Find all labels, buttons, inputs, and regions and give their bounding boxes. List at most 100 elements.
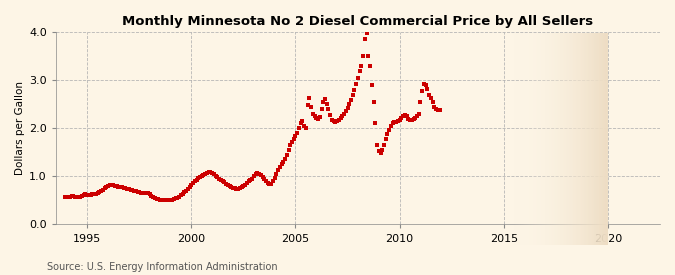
- Point: [377, 148, 387, 152]
- Point: [300, 126, 311, 130]
- Point: [109, 184, 120, 188]
- Point: [382, 132, 393, 136]
- Point: [73, 194, 84, 199]
- Point: [358, 54, 369, 58]
- Point: [165, 198, 176, 203]
- Point: [348, 93, 358, 98]
- Point: [63, 195, 74, 199]
- Point: [408, 116, 419, 121]
- Point: [160, 198, 171, 202]
- Point: [222, 183, 233, 188]
- Point: [401, 114, 412, 118]
- Point: [129, 189, 140, 193]
- Point: [66, 193, 77, 198]
- Point: [330, 120, 341, 125]
- Point: [418, 82, 429, 86]
- Point: [318, 100, 329, 104]
- Point: [379, 143, 389, 147]
- Point: [186, 183, 196, 187]
- Point: [111, 184, 122, 189]
- Point: [167, 198, 178, 202]
- Point: [434, 108, 445, 112]
- Point: [78, 192, 89, 197]
- Point: [158, 198, 169, 202]
- Point: [161, 198, 172, 203]
- Point: [194, 175, 205, 179]
- Point: [302, 103, 313, 107]
- Point: [368, 100, 379, 104]
- Point: [191, 177, 202, 182]
- Point: [373, 149, 384, 153]
- Y-axis label: Dollars per Gallon: Dollars per Gallon: [15, 81, 25, 175]
- Point: [421, 83, 431, 87]
- Point: [82, 192, 92, 197]
- Point: [84, 192, 95, 197]
- Point: [169, 197, 180, 202]
- Point: [151, 197, 162, 201]
- Point: [198, 173, 209, 177]
- Point: [184, 185, 195, 189]
- Point: [127, 188, 138, 192]
- Point: [118, 186, 129, 190]
- Point: [61, 195, 72, 199]
- Point: [385, 123, 396, 128]
- Point: [335, 116, 346, 120]
- Point: [137, 191, 148, 195]
- Point: [331, 119, 342, 123]
- Point: [212, 175, 223, 180]
- Point: [68, 194, 79, 198]
- Point: [267, 179, 278, 183]
- Point: [406, 117, 417, 122]
- Point: [205, 170, 216, 174]
- Point: [101, 185, 111, 189]
- Point: [130, 189, 141, 193]
- Point: [257, 175, 268, 180]
- Point: [233, 187, 244, 191]
- Point: [234, 186, 245, 191]
- Point: [215, 177, 226, 182]
- Point: [422, 87, 433, 91]
- Point: [246, 177, 257, 181]
- Point: [306, 104, 317, 109]
- Point: [307, 112, 318, 116]
- Point: [271, 172, 281, 176]
- Point: [227, 186, 238, 190]
- Point: [170, 196, 181, 201]
- Point: [325, 112, 335, 117]
- Point: [363, 54, 374, 58]
- Point: [72, 195, 82, 199]
- Point: [144, 192, 155, 196]
- Point: [243, 179, 254, 183]
- Point: [361, 31, 372, 35]
- Point: [217, 178, 228, 183]
- Point: [226, 185, 237, 189]
- Point: [342, 106, 353, 110]
- Point: [394, 117, 405, 122]
- Point: [416, 89, 427, 93]
- Point: [219, 180, 230, 184]
- Point: [96, 189, 107, 193]
- Point: [106, 182, 117, 187]
- Point: [113, 185, 124, 189]
- Point: [122, 187, 132, 191]
- Point: [179, 190, 190, 194]
- Point: [294, 126, 304, 130]
- Point: [87, 192, 98, 196]
- Point: [214, 177, 225, 181]
- Point: [108, 183, 119, 187]
- Point: [319, 97, 330, 101]
- Point: [173, 194, 184, 199]
- Point: [431, 107, 441, 111]
- Point: [412, 114, 423, 118]
- Point: [90, 191, 101, 196]
- Point: [292, 131, 302, 135]
- Point: [132, 189, 143, 194]
- Point: [200, 172, 211, 176]
- Point: [344, 102, 354, 106]
- Point: [403, 116, 414, 121]
- Point: [269, 175, 280, 180]
- Title: Monthly Minnesota No 2 Diesel Commercial Price by All Sellers: Monthly Minnesota No 2 Diesel Commercial…: [122, 15, 593, 28]
- Point: [400, 112, 410, 117]
- Point: [349, 87, 360, 92]
- Point: [266, 181, 277, 186]
